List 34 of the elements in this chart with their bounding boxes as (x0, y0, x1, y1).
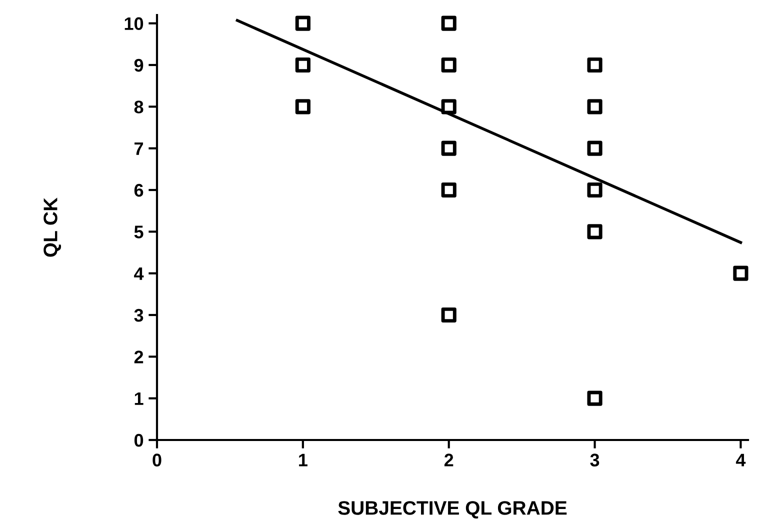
y-tick-label: 9 (134, 58, 144, 72)
point (441, 307, 456, 323)
y-tick-label: 7 (134, 142, 144, 155)
point (733, 266, 748, 281)
point (441, 16, 456, 31)
x-axis-title: SUBJECTIVE QL GRADE (338, 501, 567, 518)
point (441, 140, 456, 156)
point (587, 224, 602, 240)
y-tick-label: 5 (134, 226, 144, 238)
y-tick-label: 4 (134, 267, 144, 280)
y-tick-label: 1 (134, 392, 144, 405)
point (587, 182, 602, 198)
x-tick-label: 2 (444, 454, 454, 466)
y-tick-label: 6 (134, 184, 144, 197)
y-tick-label: 8 (134, 100, 144, 114)
y-tick-label: 0 (134, 434, 144, 447)
point (295, 57, 310, 73)
x-tick-label: 1 (299, 454, 308, 466)
x-tick-label: 4 (736, 454, 746, 466)
point (587, 390, 602, 406)
point (587, 57, 602, 73)
y-tick-label: 10 (124, 17, 144, 30)
point (587, 99, 602, 114)
point (441, 57, 456, 73)
x-tick-label: 3 (590, 454, 600, 466)
point (295, 16, 310, 31)
point (295, 99, 310, 114)
y-axis-title: QL CK (44, 198, 62, 257)
point (441, 182, 456, 198)
y-tick-label: 2 (134, 350, 144, 364)
point (587, 140, 602, 156)
point (441, 99, 456, 114)
x-tick-label: 0 (152, 454, 162, 466)
y-tick-label: 3 (134, 308, 144, 322)
